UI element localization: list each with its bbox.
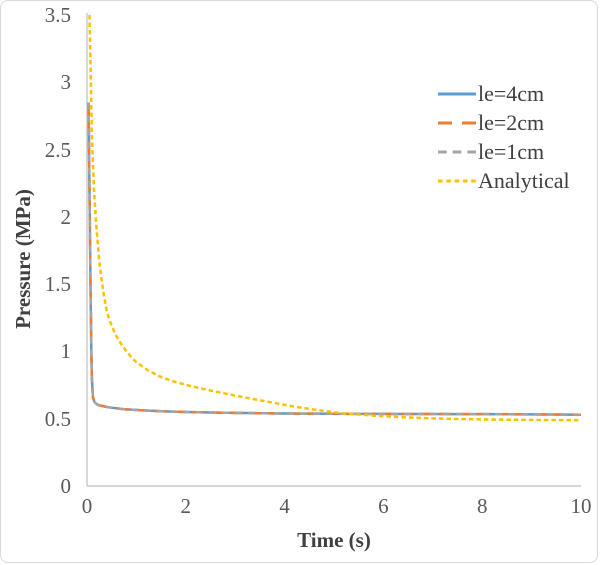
x-tick-label: 4 bbox=[279, 494, 290, 518]
x-tick-label: 8 bbox=[476, 494, 488, 518]
legend-line-sample-le-1cm bbox=[438, 150, 476, 153]
legend-label: le=2cm bbox=[478, 110, 545, 135]
chart-legend: le=4cm le=2cm le=1cm Analytical bbox=[438, 79, 570, 195]
legend-item-le-2cm: le=2cm bbox=[438, 108, 570, 137]
y-tick-label: 1.5 bbox=[44, 272, 71, 297]
legend-label: Analytical bbox=[478, 168, 570, 193]
legend-label: le=4cm bbox=[478, 81, 545, 106]
x-axis-title: Time (s) bbox=[297, 528, 371, 552]
legend-item-le-1cm: le=1cm bbox=[438, 137, 570, 166]
y-tick-label: 2 bbox=[60, 204, 72, 229]
legend-line-sample-analytical bbox=[438, 179, 476, 182]
y-tick-label: 2.5 bbox=[44, 137, 71, 162]
y-tick-label: 3.5 bbox=[44, 3, 71, 27]
y-tick-label: 0.5 bbox=[44, 406, 71, 431]
x-tick-label: 0 bbox=[81, 494, 93, 518]
x-tick-label: 2 bbox=[180, 494, 192, 518]
y-tick-label: 1 bbox=[60, 339, 72, 364]
legend-line-sample-le-4cm bbox=[438, 92, 476, 95]
y-tick-label: 0 bbox=[60, 474, 72, 498]
x-tick-label: 10 bbox=[570, 494, 592, 518]
y-tick-label: 3 bbox=[60, 70, 72, 95]
legend-item-analytical: Analytical bbox=[438, 166, 570, 195]
legend-item-le-4cm: le=4cm bbox=[438, 79, 570, 108]
legend-label: le=1cm bbox=[478, 139, 545, 164]
series-line-le-1cm bbox=[87, 102, 582, 416]
legend-line-sample-le-2cm bbox=[438, 121, 476, 124]
x-tick-label: 6 bbox=[378, 494, 389, 518]
series-line-analytical bbox=[88, 14, 582, 422]
